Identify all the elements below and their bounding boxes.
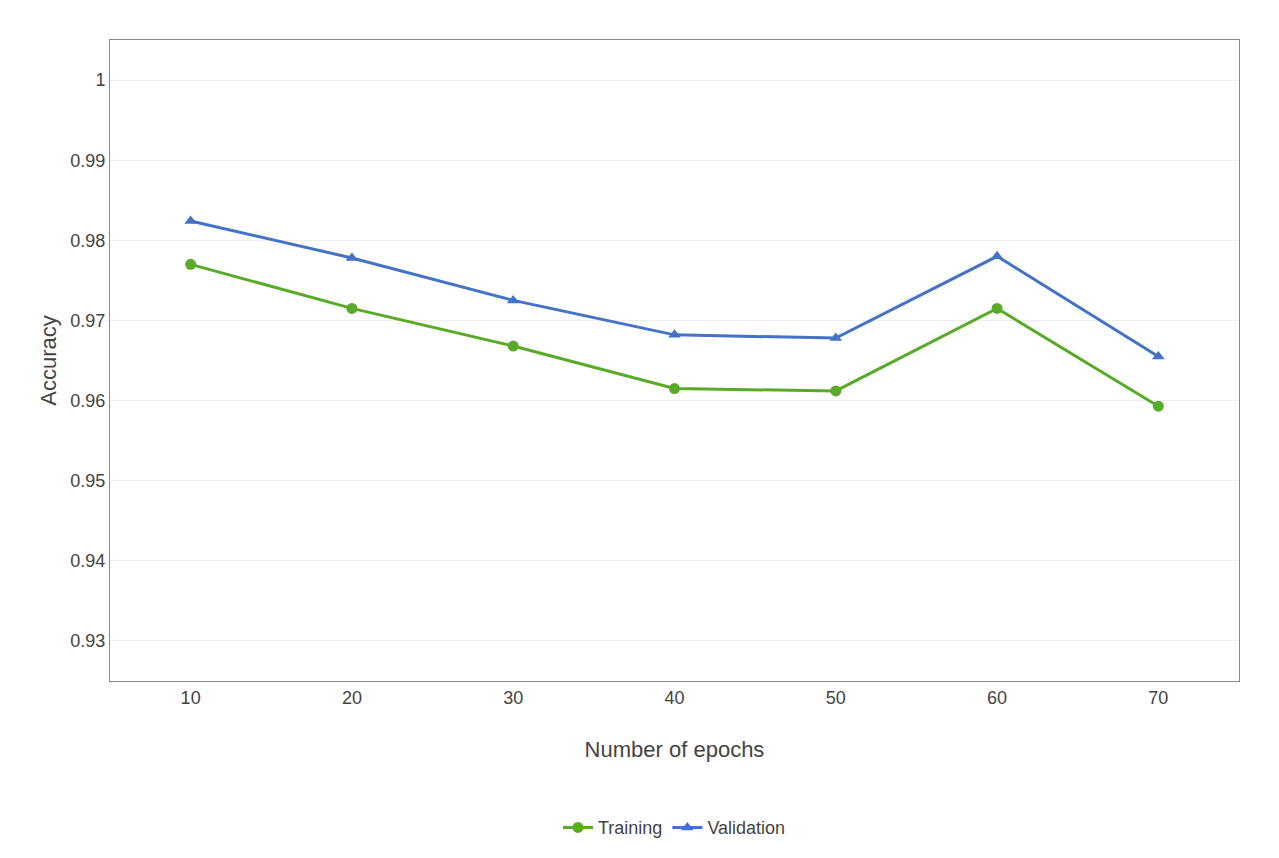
svg-text:0.94: 0.94 bbox=[70, 551, 105, 571]
svg-text:Number of epochs: Number of epochs bbox=[585, 737, 765, 762]
svg-text:70: 70 bbox=[1148, 688, 1168, 708]
svg-text:Validation: Validation bbox=[707, 818, 785, 838]
svg-text:60: 60 bbox=[987, 688, 1007, 708]
svg-text:0.99: 0.99 bbox=[70, 150, 105, 170]
svg-text:1: 1 bbox=[95, 70, 105, 90]
svg-text:50: 50 bbox=[826, 688, 846, 708]
svg-text:40: 40 bbox=[664, 688, 684, 708]
svg-text:Training: Training bbox=[598, 818, 662, 838]
svg-text:0.96: 0.96 bbox=[70, 391, 105, 411]
svg-text:Accuracy: Accuracy bbox=[36, 315, 61, 405]
svg-text:0.97: 0.97 bbox=[70, 311, 105, 331]
svg-text:0.95: 0.95 bbox=[70, 471, 105, 491]
svg-text:0.98: 0.98 bbox=[70, 231, 105, 251]
svg-text:20: 20 bbox=[342, 688, 362, 708]
svg-text:0.93: 0.93 bbox=[70, 631, 105, 651]
svg-text:10: 10 bbox=[181, 688, 201, 708]
svg-text:30: 30 bbox=[503, 688, 523, 708]
